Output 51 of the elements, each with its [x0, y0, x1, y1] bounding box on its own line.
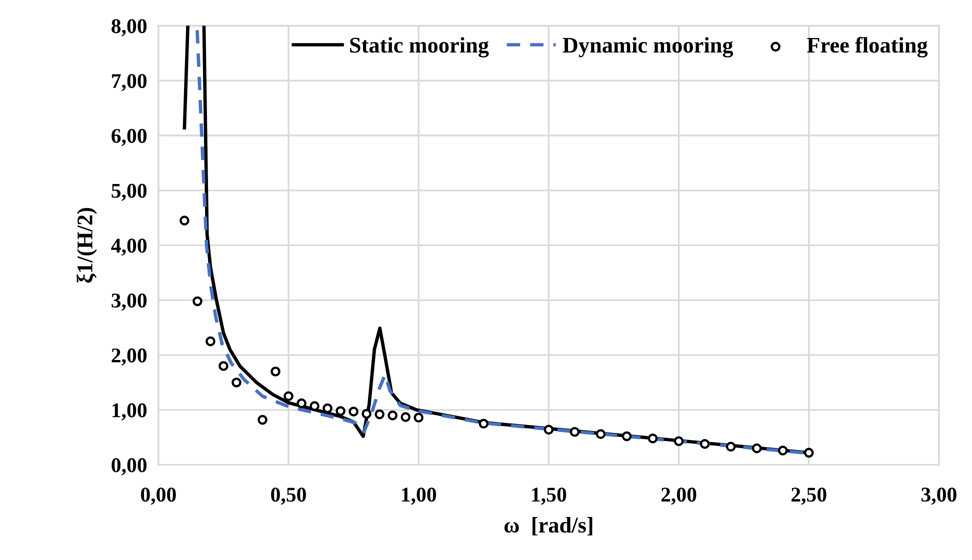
point: [622, 431, 632, 442]
y-tick-label: 6,00: [112, 128, 147, 146]
point: [322, 403, 332, 414]
y-axis-title: ξ1/(H/2): [76, 208, 97, 283]
y-tick-label: 5,00: [112, 184, 147, 201]
y-tick-label: 4,00: [111, 238, 147, 256]
point: [804, 448, 814, 458]
point: [296, 398, 306, 408]
point: [726, 442, 736, 452]
point: [596, 429, 606, 439]
y-tick-label: 0,00: [112, 458, 147, 476]
point: [348, 406, 358, 416]
point: [206, 336, 216, 346]
point: [700, 439, 710, 449]
y-tick-label: 2,00: [112, 348, 147, 366]
x-tick-label: 1,00: [402, 488, 436, 505]
point: [388, 410, 398, 420]
point: [544, 424, 554, 435]
point: [284, 391, 294, 402]
point: [336, 406, 346, 416]
y-tick-label: 7,00: [112, 74, 147, 92]
point: [414, 412, 424, 423]
point: [192, 296, 202, 306]
x-axis-title: ω [rad/s]: [504, 517, 592, 536]
point: [362, 408, 372, 419]
point: [374, 409, 384, 420]
y-tick-label: 1,00: [112, 403, 147, 420]
point: [310, 401, 320, 411]
point: [180, 216, 190, 226]
point: [232, 378, 242, 388]
x-tick-label: 0,50: [271, 488, 306, 505]
x-tick-label: 2,50: [792, 488, 826, 505]
x-tick-label: 3,00: [922, 488, 956, 505]
x-tick-label: 0,00: [141, 488, 176, 505]
point: [218, 361, 228, 371]
point: [752, 443, 762, 454]
y-tick-label: 8,00: [112, 19, 147, 36]
point: [674, 436, 684, 446]
point: [478, 418, 489, 429]
point: [270, 366, 280, 376]
legend-label: Static mooring: [350, 37, 489, 58]
x-tick-label: 1,50: [532, 488, 566, 505]
legend-label: Free floating: [807, 36, 928, 58]
x-tick-label: 2,00: [661, 488, 696, 505]
y-tick-label: 3,00: [112, 294, 147, 311]
point: [648, 434, 658, 444]
point: [570, 426, 580, 437]
point: [258, 414, 268, 425]
point: [778, 446, 788, 456]
legend-label: Dynamic mooring: [562, 37, 734, 58]
point: [400, 412, 411, 422]
